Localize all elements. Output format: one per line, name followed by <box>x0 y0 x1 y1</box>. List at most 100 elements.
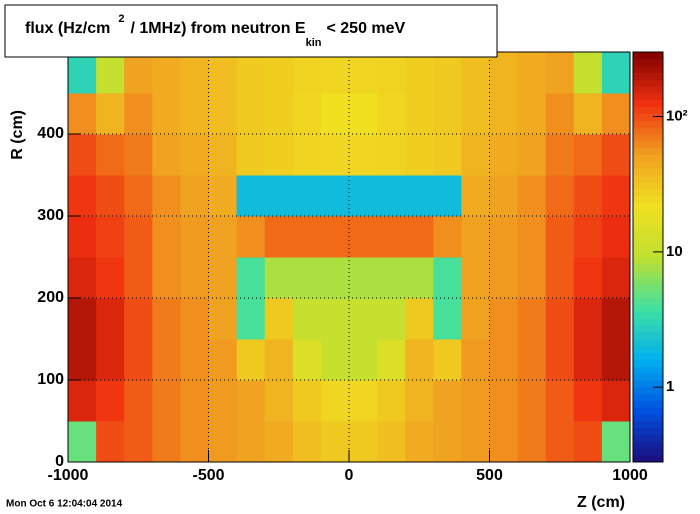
color-bar-step <box>633 284 663 292</box>
color-bar-step <box>633 434 663 442</box>
heat-cell <box>433 175 462 217</box>
color-bar-step <box>633 352 663 360</box>
heat-cell <box>68 134 97 176</box>
title-superscript: 2 <box>118 13 124 25</box>
heat-cell <box>320 298 350 340</box>
color-bar-step <box>633 175 663 183</box>
heatmap <box>68 52 631 463</box>
color-bar-step <box>633 455 663 463</box>
heat-cell <box>433 134 462 176</box>
z-tick-label: 1 <box>666 378 674 395</box>
heat-cell <box>573 134 603 176</box>
heat-cell <box>208 134 238 176</box>
color-bar-step <box>633 345 663 354</box>
heat-cell <box>573 257 603 299</box>
color-bar-step <box>633 93 663 101</box>
heat-cell <box>124 298 153 340</box>
color-bar-step <box>633 222 663 231</box>
heat-cell <box>601 421 631 463</box>
heat-cell <box>601 339 631 381</box>
color-bar-step <box>633 448 663 456</box>
heat-cell <box>320 257 350 299</box>
timestamp: Mon Oct 6 12:04:04 2014 <box>6 499 123 510</box>
color-bar-step <box>633 304 663 313</box>
heat-cell <box>349 421 378 463</box>
color-bar-step <box>633 250 663 258</box>
heat-cell <box>68 52 97 94</box>
heat-cell <box>152 175 181 217</box>
heat-cell <box>573 175 603 217</box>
heat-cell <box>573 339 603 381</box>
heat-cell <box>208 257 238 299</box>
heat-cell <box>405 380 434 422</box>
title-box <box>4 4 498 58</box>
heat-cell <box>208 421 238 463</box>
color-bar-step <box>633 332 663 340</box>
heat-cell <box>573 380 603 422</box>
color-bar-step <box>633 113 663 121</box>
heat-cell <box>349 216 378 258</box>
heat-cell <box>489 257 519 299</box>
title-part: flux (Hz/cm <box>25 20 110 37</box>
heat-cell <box>68 339 97 381</box>
heat-cell <box>433 52 462 94</box>
heat-cell <box>573 298 603 340</box>
heat-cell <box>152 216 181 258</box>
color-bar-step <box>633 318 663 326</box>
heat-cell <box>264 298 294 340</box>
color-bar-step <box>633 236 663 244</box>
color-bar-step <box>633 291 663 299</box>
heat-cell <box>461 380 490 422</box>
x-tick-label: -500 <box>192 467 224 484</box>
color-bar-frame <box>632 51 664 463</box>
heat-cell <box>489 52 519 94</box>
heat-cell <box>152 52 181 94</box>
heat-cell <box>545 421 575 463</box>
color-bar-step <box>633 270 663 278</box>
heat-cell <box>68 93 97 135</box>
heat-cell <box>236 257 266 299</box>
color-bar-step <box>633 441 663 449</box>
heat-cell <box>461 93 490 135</box>
heat-cell <box>601 52 631 94</box>
color-bar-step <box>633 188 663 196</box>
color-bar-step <box>633 414 663 422</box>
heat-cell <box>517 52 547 94</box>
color-bar-step <box>633 359 663 367</box>
color-bar-step <box>633 99 663 108</box>
z-tick-label: 10² <box>666 108 688 125</box>
heat-cell <box>96 216 125 258</box>
heat-cell <box>461 216 490 258</box>
heat-cell <box>124 175 153 217</box>
heat-cell <box>264 339 294 381</box>
heat-cell <box>405 257 434 299</box>
heat-cell <box>180 257 209 299</box>
heat-cell <box>68 421 97 463</box>
heat-cell <box>517 93 547 135</box>
heat-cell <box>349 52 378 94</box>
heat-cell <box>461 339 490 381</box>
heat-cell <box>320 175 350 217</box>
color-bar-step <box>633 202 663 210</box>
heat-cell <box>292 134 322 176</box>
heat-cell <box>349 93 378 135</box>
heat-cell <box>152 380 181 422</box>
heat-cell <box>573 421 603 463</box>
heat-cell <box>236 52 266 94</box>
heat-cell <box>208 298 238 340</box>
color-bar-step <box>633 427 663 436</box>
heat-cell <box>152 134 181 176</box>
heat-cell <box>377 298 406 340</box>
heat-cell <box>573 52 603 94</box>
heat-cell <box>545 52 575 94</box>
title-subscript: kin <box>306 37 322 49</box>
heat-cell <box>349 339 378 381</box>
color-bar-step <box>633 72 663 80</box>
heat-cell <box>433 93 462 135</box>
heat-cell <box>545 216 575 258</box>
heat-cell <box>236 298 266 340</box>
heat-cell <box>377 380 406 422</box>
color-bar-step <box>633 52 663 60</box>
heat-cell <box>517 175 547 217</box>
heat-cell <box>377 52 406 94</box>
